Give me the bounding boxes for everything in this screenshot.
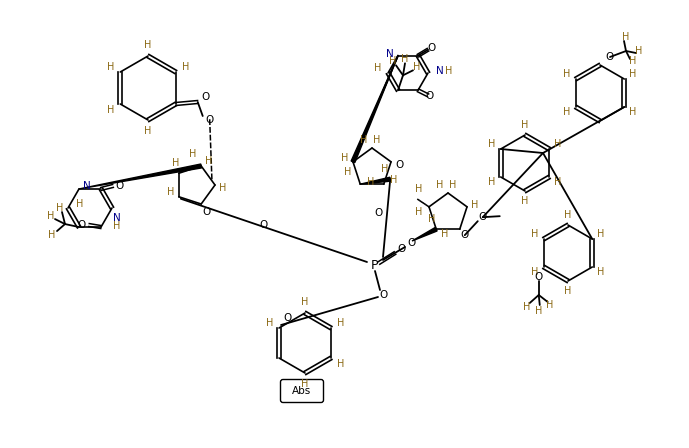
Text: H: H: [629, 56, 637, 66]
Text: O: O: [395, 160, 403, 170]
Text: O: O: [427, 43, 435, 53]
Text: O: O: [535, 272, 543, 282]
Text: H: H: [535, 306, 542, 316]
Text: H: H: [523, 302, 531, 312]
Text: H: H: [144, 40, 152, 50]
Text: H: H: [489, 177, 496, 187]
Text: H: H: [374, 63, 382, 73]
Text: N: N: [436, 66, 444, 76]
Text: O: O: [379, 290, 387, 300]
Text: H: H: [301, 297, 309, 307]
Text: O: O: [202, 207, 210, 217]
Text: H: H: [390, 175, 398, 185]
Text: H: H: [564, 107, 570, 117]
Text: H: H: [144, 126, 152, 136]
Text: O: O: [397, 244, 405, 254]
Text: H: H: [344, 167, 351, 177]
Text: H: H: [167, 187, 174, 197]
Text: O: O: [408, 238, 416, 248]
Text: H: H: [107, 104, 114, 115]
Text: H: H: [564, 286, 572, 296]
FancyBboxPatch shape: [280, 379, 324, 402]
Text: H: H: [48, 211, 54, 221]
Text: H: H: [564, 69, 570, 79]
Text: O: O: [461, 230, 469, 240]
Text: H: H: [113, 221, 121, 231]
Text: O: O: [260, 220, 268, 230]
Polygon shape: [79, 164, 202, 189]
Text: H: H: [48, 230, 56, 240]
Text: H: H: [597, 267, 604, 277]
Text: H: H: [428, 214, 435, 224]
Text: H: H: [629, 107, 637, 117]
Text: H: H: [531, 229, 539, 239]
Polygon shape: [360, 177, 391, 184]
Polygon shape: [412, 228, 437, 241]
Text: H: H: [554, 139, 562, 149]
Text: H: H: [360, 135, 368, 145]
Text: H: H: [389, 56, 397, 66]
Text: H: H: [471, 200, 479, 210]
Text: H: H: [445, 66, 453, 76]
Text: H: H: [76, 199, 83, 209]
Text: H: H: [182, 61, 189, 72]
Text: H: H: [522, 120, 528, 130]
Text: O: O: [606, 52, 614, 62]
Text: H: H: [449, 180, 457, 190]
Text: H: H: [367, 177, 374, 187]
Text: O: O: [283, 313, 291, 323]
Text: H: H: [172, 158, 180, 168]
Text: O: O: [375, 208, 383, 218]
Text: H: H: [301, 379, 309, 389]
Text: H: H: [531, 267, 539, 277]
Text: O: O: [479, 212, 487, 222]
Text: P: P: [371, 258, 379, 271]
Text: H: H: [380, 164, 388, 174]
Text: H: H: [373, 135, 381, 145]
Text: O: O: [205, 115, 214, 125]
Text: H: H: [622, 32, 630, 42]
Text: H: H: [597, 229, 604, 239]
Text: H: H: [219, 183, 227, 193]
Text: H: H: [341, 153, 349, 163]
Text: H: H: [415, 184, 422, 194]
Text: H: H: [337, 358, 344, 369]
Text: H: H: [107, 61, 114, 72]
Text: H: H: [415, 207, 422, 217]
Text: H: H: [635, 46, 643, 56]
Text: H: H: [440, 229, 448, 239]
Text: O: O: [116, 181, 124, 191]
Text: H: H: [337, 318, 344, 327]
Polygon shape: [351, 56, 398, 163]
Text: O: O: [77, 220, 85, 230]
Text: H: H: [554, 177, 562, 187]
Text: N: N: [113, 213, 121, 223]
Text: H: H: [546, 300, 553, 310]
Text: H: H: [489, 139, 496, 149]
Text: H: H: [56, 203, 63, 213]
Text: H: H: [564, 210, 572, 220]
Text: H: H: [189, 149, 197, 159]
Text: N: N: [386, 49, 394, 59]
Text: N: N: [83, 181, 91, 191]
Text: H: H: [401, 54, 409, 65]
Text: H: H: [436, 180, 444, 190]
Text: H: H: [522, 196, 528, 206]
Text: O: O: [426, 91, 434, 101]
Text: H: H: [266, 318, 273, 327]
Text: H: H: [205, 156, 213, 166]
Text: H: H: [413, 62, 421, 72]
Text: O: O: [202, 92, 210, 102]
Text: H: H: [629, 69, 637, 79]
Text: Abs: Abs: [292, 386, 311, 396]
